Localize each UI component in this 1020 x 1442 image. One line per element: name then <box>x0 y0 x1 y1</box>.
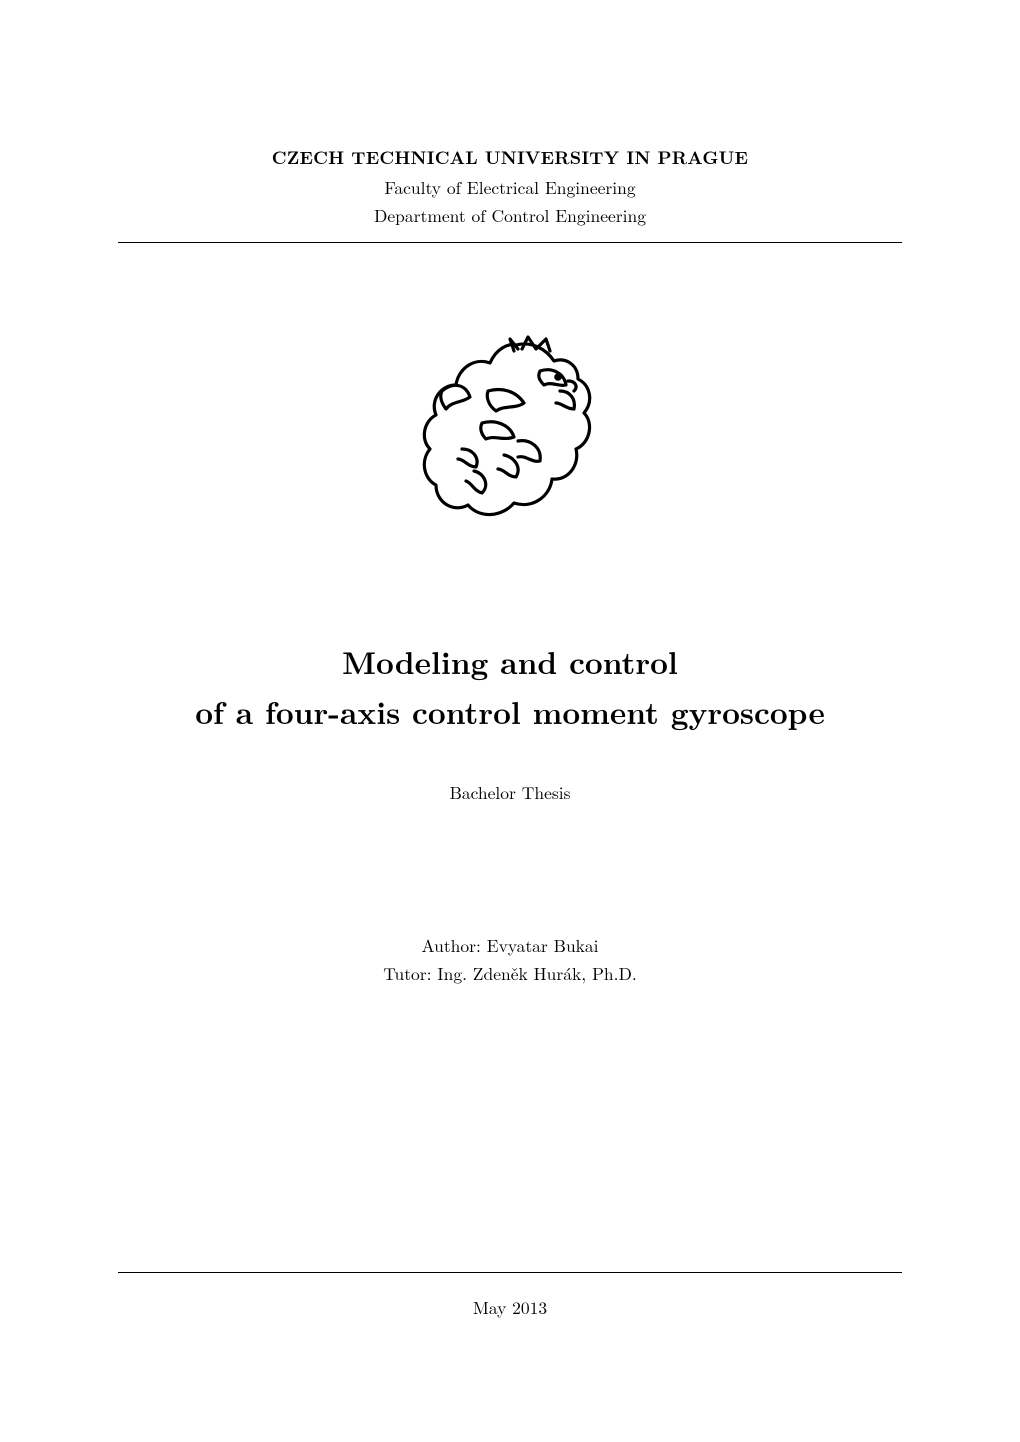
footer: May 2013 <box>118 1272 902 1320</box>
title-page: CZECH TECHNICAL UNIVERSITY IN PRAGUE Fac… <box>0 0 1020 1442</box>
faculty-name: Faculty of Electrical Engineering <box>118 175 902 200</box>
department-name: Department of Control Engineering <box>118 203 902 228</box>
title-block: Modeling and control of a four-axis cont… <box>118 640 902 805</box>
thesis-subtitle: Bachelor Thesis <box>118 780 902 805</box>
title-line-2: of a four-axis control moment gyroscope <box>118 690 902 734</box>
header-rule <box>118 242 902 243</box>
footer-rule <box>118 1272 902 1273</box>
ctu-lion-icon <box>418 509 602 532</box>
header-block: CZECH TECHNICAL UNIVERSITY IN PRAGUE Fac… <box>118 145 902 243</box>
author-line: Author: Evyatar Bukai <box>118 933 902 958</box>
logo-wrap <box>118 331 902 532</box>
title-line-1: Modeling and control <box>118 640 902 684</box>
tutor-line: Tutor: Ing. Zdeněk Hurák, Ph.D. <box>118 961 902 986</box>
footer-date: May 2013 <box>118 1295 902 1320</box>
credits-block: Author: Evyatar Bukai Tutor: Ing. Zdeněk… <box>118 933 902 986</box>
university-name: CZECH TECHNICAL UNIVERSITY IN PRAGUE <box>118 145 902 170</box>
